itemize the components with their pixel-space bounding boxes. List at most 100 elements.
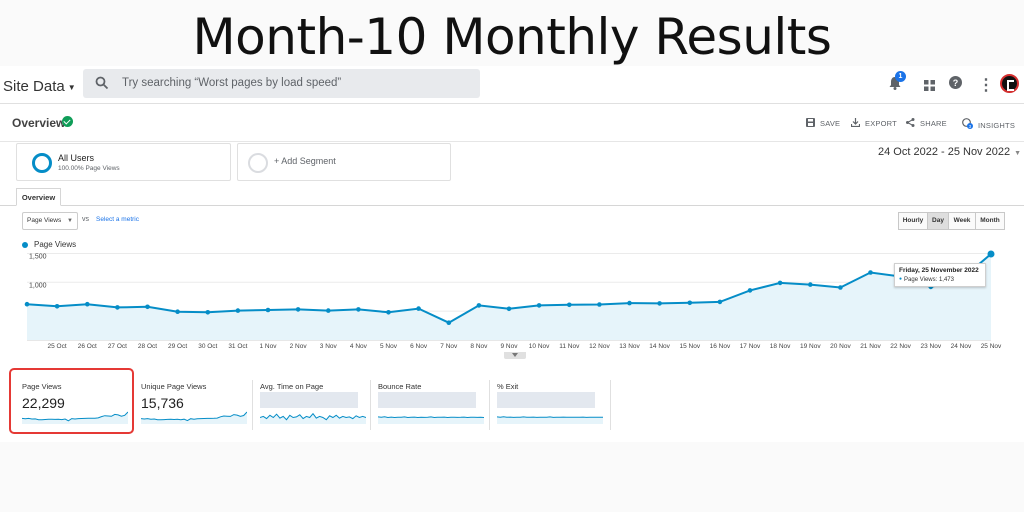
sparkline-area	[260, 413, 366, 424]
svg-text:?: ?	[953, 78, 959, 88]
scorecard-divider	[252, 380, 253, 430]
sparkline-line	[141, 411, 247, 422]
save-icon	[806, 118, 815, 127]
data-point	[386, 310, 391, 315]
avatar[interactable]	[1000, 74, 1019, 93]
x-tick-label: 25 Oct	[48, 343, 67, 350]
data-point	[838, 285, 843, 290]
search-placeholder: Try searching “Worst pages by load speed…	[122, 77, 342, 89]
search-bar[interactable]: Try searching “Worst pages by load speed…	[83, 69, 480, 98]
data-point	[567, 302, 572, 308]
date-range-picker[interactable]: 24 Oct 2022 - 25 Nov 2022 ▼	[878, 146, 1021, 158]
select-metric-link[interactable]: Select a metric	[96, 216, 139, 223]
page-title: Month-10 Monthly Results	[192, 8, 832, 66]
x-tick-label: 24 Nov	[951, 343, 972, 350]
data-point	[115, 305, 120, 310]
scorecard-avg-time-on-page[interactable]: Avg. Time on Page	[256, 378, 374, 430]
x-tick-label: 12 Nov	[589, 343, 610, 350]
apps-grid-icon	[924, 80, 935, 91]
x-tick-label: 18 Nov	[770, 343, 791, 350]
data-point	[987, 250, 995, 258]
data-point	[356, 307, 361, 312]
x-tick-label: 26 Oct	[78, 343, 97, 350]
granularity-hourly[interactable]: Hourly	[898, 212, 928, 230]
sparkline-line	[22, 411, 128, 422]
caret-down-icon: ▼	[67, 218, 73, 224]
caret-down-icon: ▼	[1014, 150, 1022, 157]
scorecard-label: Page Views	[22, 382, 62, 391]
data-point	[627, 300, 632, 306]
data-point	[175, 309, 180, 314]
granularity-day[interactable]: Day	[927, 212, 949, 230]
x-tick-label: 11 Nov	[559, 343, 580, 350]
add-segment-button[interactable]: + Add Segment	[237, 143, 451, 181]
scorecard-divider	[610, 380, 611, 430]
scorecard-page-views[interactable]: Page Views 22,299	[18, 378, 136, 430]
segment-share: 100.00% Page Views	[58, 165, 120, 172]
insights-button[interactable]: 3 INSIGHTS	[962, 118, 1015, 130]
export-button[interactable]: EXPORT	[851, 118, 897, 128]
report-title: Overview	[12, 116, 66, 130]
collapse-chart-handle[interactable]	[504, 352, 526, 359]
chart-tooltip: Friday, 25 November 2022 Page Views: 1,4…	[894, 263, 986, 287]
sparkline-area	[22, 412, 128, 424]
x-tick-label: 30 Oct	[198, 343, 217, 350]
data-point	[235, 308, 241, 313]
search-icon	[95, 76, 109, 90]
scorecard--exit[interactable]: % Exit	[493, 378, 611, 430]
caret-down-icon: ▼	[67, 82, 76, 92]
x-tick-label: 13 Nov	[619, 343, 640, 350]
scorecard-unique-page-views[interactable]: Unique Page Views 15,736	[137, 378, 255, 430]
x-tick-label: 3 Nov	[320, 343, 338, 350]
x-tick-label: 15 Nov	[679, 343, 700, 350]
metric-dropdown[interactable]: Page Views ▼	[22, 212, 78, 230]
property-selector[interactable]: Site Data ▼	[3, 78, 76, 95]
tab-overview[interactable]: Overview	[16, 188, 61, 206]
data-point	[24, 301, 30, 307]
scorecard-label: % Exit	[497, 382, 519, 391]
scorecard-label: Unique Page Views	[141, 382, 207, 391]
x-tick-label: 4 Nov	[350, 343, 368, 350]
tooltip-value: Page Views: 1,473	[899, 276, 981, 283]
data-point	[717, 299, 723, 305]
legend-marker	[22, 242, 28, 248]
apps-button[interactable]	[924, 78, 935, 96]
x-tick-label: 14 Nov	[649, 343, 670, 350]
help-button[interactable]: ?	[949, 76, 962, 94]
x-tick-label: 2 Nov	[290, 343, 308, 350]
x-tick-label: 17 Nov	[740, 343, 761, 350]
data-point	[145, 304, 150, 310]
save-button[interactable]: SAVE	[806, 118, 840, 128]
x-tick-label: 28 Oct	[138, 343, 157, 350]
notification-badge: 1	[895, 71, 906, 82]
segment-all-users[interactable]: All Users 100.00% Page Views	[16, 143, 231, 181]
x-tick-label: 5 Nov	[380, 343, 398, 350]
share-button[interactable]: SHARE	[906, 118, 947, 128]
notifications-button[interactable]: 1	[889, 71, 906, 95]
share-icon	[906, 118, 915, 127]
granularity-week[interactable]: Week	[948, 212, 976, 230]
y-tick-label: 1,000	[29, 282, 47, 289]
x-tick-label: 23 Nov	[920, 343, 941, 350]
sparkline-area	[141, 412, 247, 424]
export-icon	[851, 118, 860, 127]
share-label: SHARE	[920, 119, 947, 128]
data-point	[416, 306, 421, 311]
help-icon: ?	[949, 76, 962, 89]
scorecard-divider	[370, 380, 371, 430]
metric-dropdown-value: Page Views	[27, 217, 62, 224]
x-tick-label: 25 Nov	[981, 343, 1002, 350]
series-area	[27, 254, 991, 340]
data-point	[476, 303, 482, 308]
insights-label: INSIGHTS	[978, 121, 1016, 130]
segment-name: All Users	[58, 153, 95, 163]
data-point	[446, 320, 452, 325]
more-options-icon[interactable]: ⋮	[978, 77, 994, 94]
scorecard-bounce-rate[interactable]: Bounce Rate	[374, 378, 492, 430]
scorecard-divider	[489, 380, 490, 430]
data-point	[597, 302, 602, 307]
granularity-month[interactable]: Month	[975, 212, 1005, 230]
sparkline-line	[497, 416, 603, 418]
